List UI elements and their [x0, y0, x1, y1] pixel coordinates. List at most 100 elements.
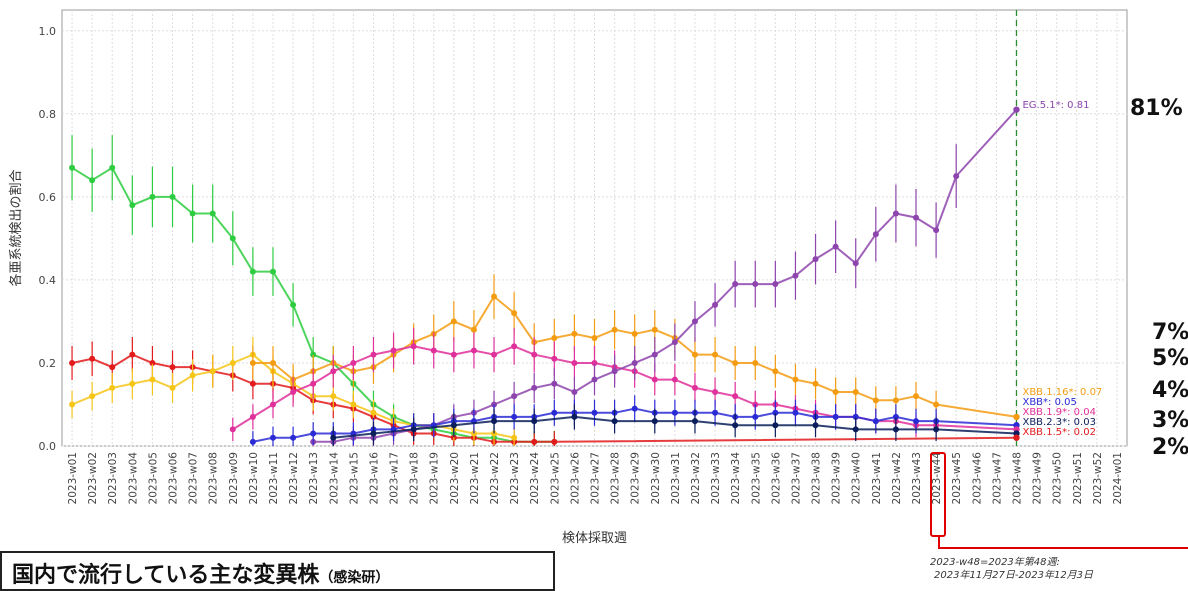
data-point [470, 347, 477, 354]
data-point [511, 343, 518, 350]
data-point [109, 384, 116, 391]
data-point [832, 389, 839, 396]
data-point [732, 393, 739, 400]
data-point [913, 393, 920, 400]
data-point [631, 405, 638, 412]
data-point [892, 210, 899, 217]
data-point [89, 393, 96, 400]
x-tick-label: 2023-w22 [489, 452, 501, 504]
x-tick-label: 2023-w17 [389, 452, 401, 504]
box-title: 国内で流行している主な変異株（感染研） [12, 563, 390, 588]
data-point [591, 409, 598, 416]
variant-title-box: 国内で流行している主な変異株（感染研） [0, 551, 555, 591]
data-point [330, 368, 337, 375]
data-point [189, 210, 196, 217]
data-point [651, 376, 658, 383]
footnote-week-definition: 2023-w48=2023年第48週: [930, 557, 1060, 568]
data-point [591, 335, 598, 342]
data-point [249, 413, 256, 420]
pct-label-3: 3% [1152, 408, 1188, 433]
data-point [491, 430, 498, 437]
data-point [69, 164, 76, 171]
data-point [169, 193, 176, 200]
week-w44-highlight-box [930, 452, 946, 537]
x-tick-label: 2023-w44 [931, 452, 943, 505]
data-point [712, 409, 719, 416]
x-tick-label: 2023-w05 [147, 452, 159, 504]
pct-label-5: 5% [1152, 346, 1188, 371]
data-point [551, 438, 558, 445]
y-tick-label: 0.4 [39, 274, 57, 287]
x-tick-label: 2023-w38 [811, 452, 823, 504]
x-tick-label: 2023-w20 [449, 452, 461, 504]
data-point [611, 418, 618, 425]
highlight-connector-horizontal [938, 547, 1188, 549]
data-point [953, 173, 960, 180]
data-point [691, 384, 698, 391]
data-point [169, 364, 176, 371]
data-point [812, 380, 819, 387]
x-tick-label: 2023-w04 [127, 452, 139, 505]
end-marker-red [1013, 434, 1020, 441]
data-point [89, 177, 96, 184]
data-point [269, 401, 276, 408]
series-navy [330, 404, 1017, 446]
data-point [531, 384, 538, 391]
data-point [149, 376, 156, 383]
data-point [691, 351, 698, 358]
x-tick-label: 2023-w29 [630, 452, 642, 504]
end-marker-orange [1013, 413, 1020, 421]
x-tick-label: 2024-w01 [1112, 452, 1124, 504]
data-point [89, 355, 96, 362]
data-point [269, 359, 276, 366]
x-tick-label: 2023-w31 [670, 452, 682, 504]
x-tick-label: 2023-w11 [268, 452, 280, 504]
data-point [290, 434, 297, 441]
box-source: （感染研） [319, 570, 390, 586]
data-point [410, 426, 417, 433]
data-point [229, 359, 236, 366]
x-tick-label: 2023-w30 [650, 452, 662, 504]
data-point [370, 409, 377, 416]
data-point [189, 372, 196, 379]
series-line-red [71, 353, 1017, 443]
data-point [511, 413, 518, 420]
data-point [249, 380, 256, 387]
data-point [551, 335, 558, 342]
data-point [551, 409, 558, 416]
data-point [531, 438, 538, 445]
x-tick-label: 2023-w45 [951, 452, 963, 504]
data-point [450, 351, 457, 358]
data-point [933, 401, 940, 408]
x-tick-label: 2023-w40 [851, 452, 863, 504]
data-point [551, 380, 558, 387]
x-tick-label: 2023-w32 [690, 452, 702, 504]
data-point [290, 301, 297, 308]
data-point [531, 351, 538, 358]
x-tick-label: 2023-w06 [168, 452, 180, 505]
data-point [792, 376, 799, 383]
data-point [691, 318, 698, 325]
y-tick-label: 1.0 [39, 25, 57, 38]
x-tick-label: 2023-w39 [831, 452, 843, 504]
x-tick-label: 2023-w51 [1072, 452, 1084, 504]
data-point [732, 422, 739, 429]
y-tick-label: 0.6 [39, 191, 57, 204]
data-point [671, 409, 678, 416]
x-tick-label: 2023-w12 [288, 452, 300, 504]
data-point [551, 355, 558, 362]
data-point [229, 426, 236, 433]
data-point [712, 389, 719, 396]
data-point [611, 326, 618, 333]
x-tick-label: 2023-w25 [549, 452, 561, 504]
data-point [852, 426, 859, 433]
data-point [671, 339, 678, 346]
footnote-date-range: 2023年11月27日-2023年12月3日 [934, 570, 1094, 581]
pct-label-81: 81% [1130, 96, 1183, 121]
data-point [330, 434, 337, 441]
data-point [511, 310, 518, 317]
data-point [571, 359, 578, 366]
x-tick-label: 2023-w03 [107, 452, 119, 504]
data-point [591, 359, 598, 366]
end-label-red: XBB.1.5*: 0.02 [1022, 427, 1095, 438]
